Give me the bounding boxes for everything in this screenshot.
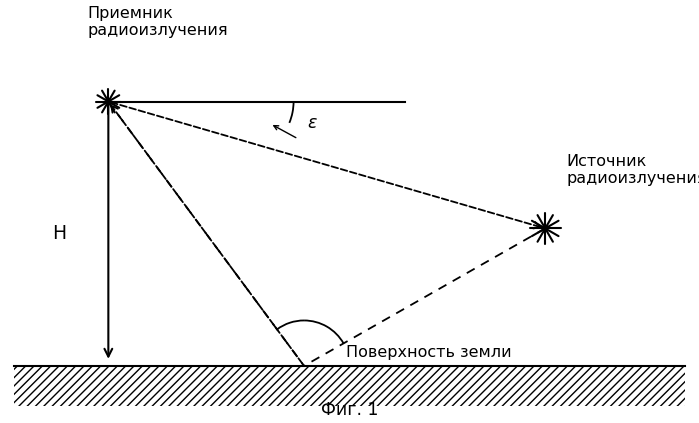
Bar	[14, 366, 685, 406]
Text: Приемник
радиоизлучения: Приемник радиоизлучения	[87, 5, 228, 38]
Text: ε: ε	[308, 114, 317, 132]
Text: Поверхность земли: Поверхность земли	[346, 345, 512, 360]
Text: Источник
радиоизлучения: Источник радиоизлучения	[566, 154, 699, 186]
Text: H: H	[52, 224, 66, 243]
Text: Фиг. 1: Фиг. 1	[321, 401, 378, 419]
